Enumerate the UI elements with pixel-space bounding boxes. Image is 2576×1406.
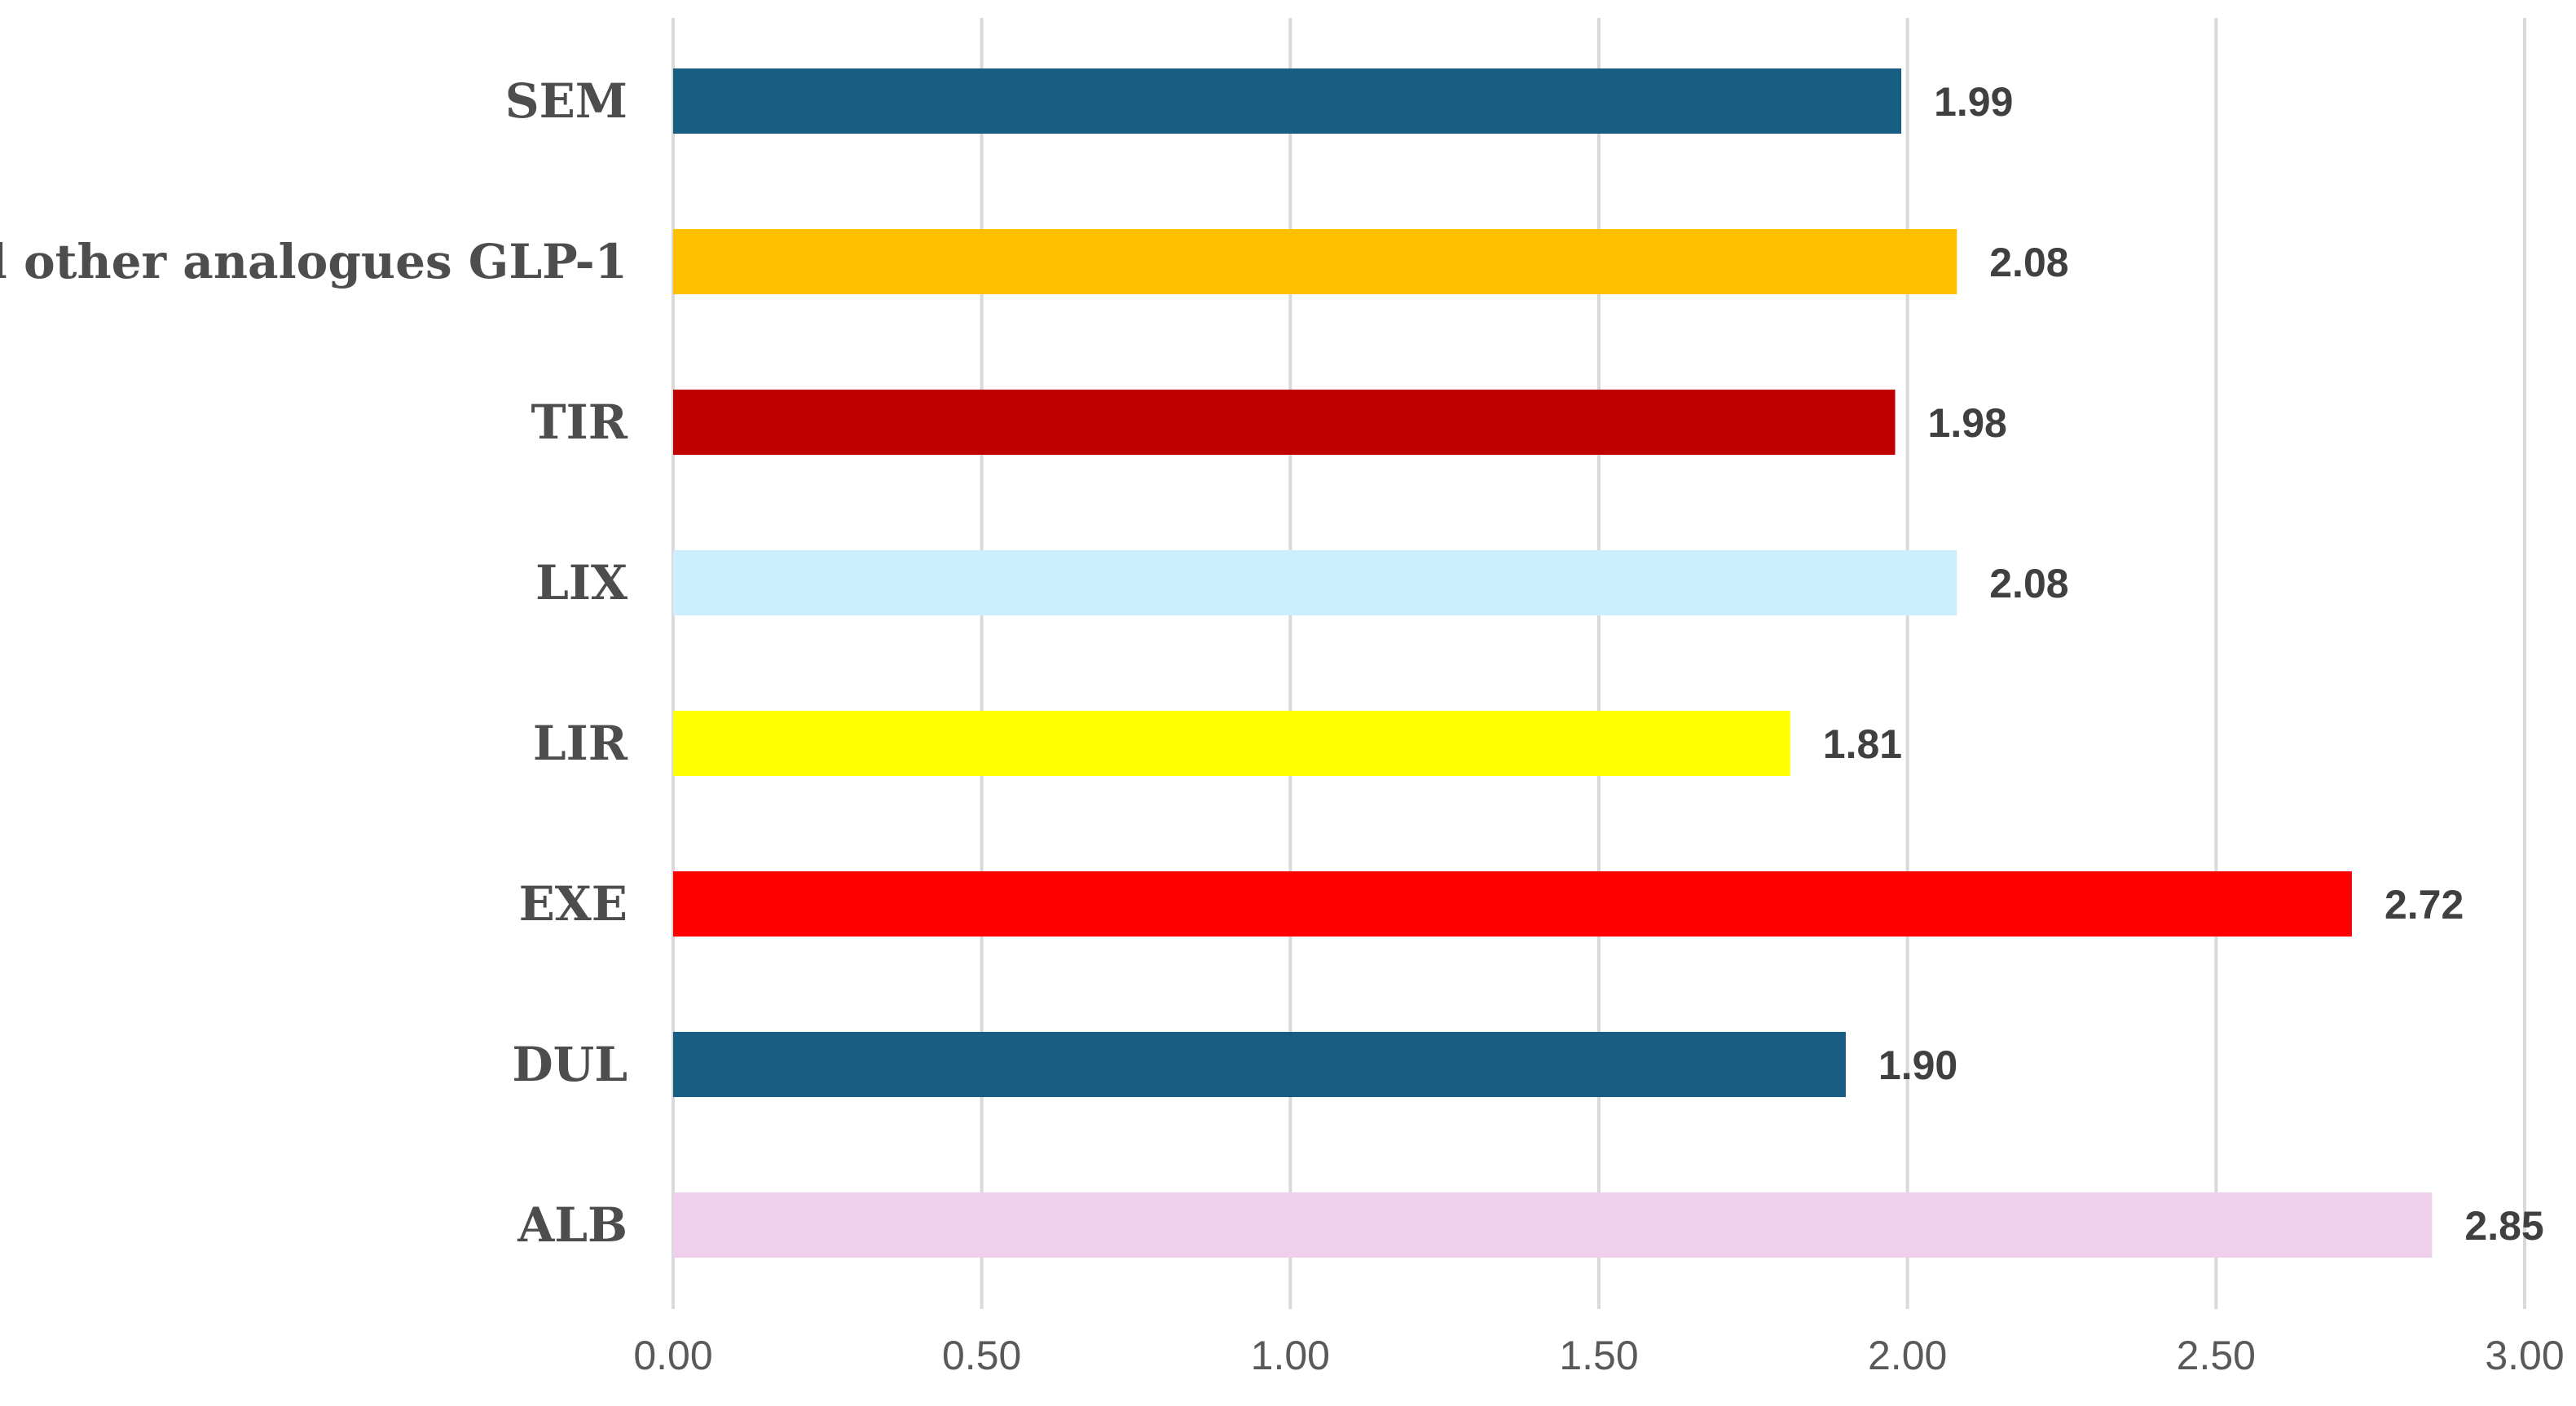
bar bbox=[673, 1032, 1846, 1097]
bar-value-label: 2.08 bbox=[1989, 561, 2068, 606]
bar-value-label: 2.72 bbox=[2384, 882, 2464, 928]
bar bbox=[673, 68, 1902, 134]
x-tick-label: 2.00 bbox=[1868, 1333, 1947, 1378]
x-tick-label: 1.50 bbox=[1559, 1333, 1638, 1378]
category-label: ALB bbox=[517, 1197, 627, 1253]
x-tick-label: 0.50 bbox=[942, 1333, 1021, 1378]
x-tick-label: 2.50 bbox=[2177, 1333, 2256, 1378]
x-tick-label: 0.00 bbox=[633, 1333, 712, 1378]
category-label: All other analogues GLP-1 bbox=[0, 234, 627, 289]
bar bbox=[673, 229, 1957, 294]
bar-value-label: 1.99 bbox=[1934, 79, 2013, 125]
bar-value-label: 1.98 bbox=[1928, 400, 2007, 446]
category-label: LIR bbox=[533, 716, 628, 771]
x-tick-label: 3.00 bbox=[2485, 1333, 2564, 1378]
value-labels: 1.99 2.08 1.98 2.08 1.81 2.72 1.90 2.85 bbox=[1823, 79, 2544, 1249]
bar-value-label: 2.08 bbox=[1989, 240, 2068, 285]
bar bbox=[673, 711, 1790, 776]
category-label: SEM bbox=[505, 73, 627, 129]
bars bbox=[673, 68, 2433, 1258]
bar bbox=[673, 871, 2352, 937]
x-axis-tick-labels: 0.00 0.50 1.00 1.50 2.00 2.50 3.00 bbox=[633, 1333, 2564, 1378]
x-tick-label: 1.00 bbox=[1251, 1333, 1330, 1378]
category-label: LIX bbox=[535, 555, 627, 610]
category-label: TIR bbox=[531, 394, 628, 450]
bar bbox=[673, 550, 1957, 615]
category-label: DUL bbox=[512, 1037, 627, 1092]
bar bbox=[673, 1192, 2433, 1258]
bar-value-label: 1.90 bbox=[1878, 1042, 1957, 1088]
bar bbox=[673, 390, 1896, 455]
category-labels: SEM All other analogues GLP-1 TIR LIX LIR EXE… bbox=[0, 73, 628, 1253]
bar-value-label: 1.81 bbox=[1823, 721, 1902, 767]
category-label: EXE bbox=[519, 876, 627, 932]
gridlines bbox=[672, 18, 2526, 1309]
bar-value-label: 2.85 bbox=[2464, 1203, 2543, 1249]
